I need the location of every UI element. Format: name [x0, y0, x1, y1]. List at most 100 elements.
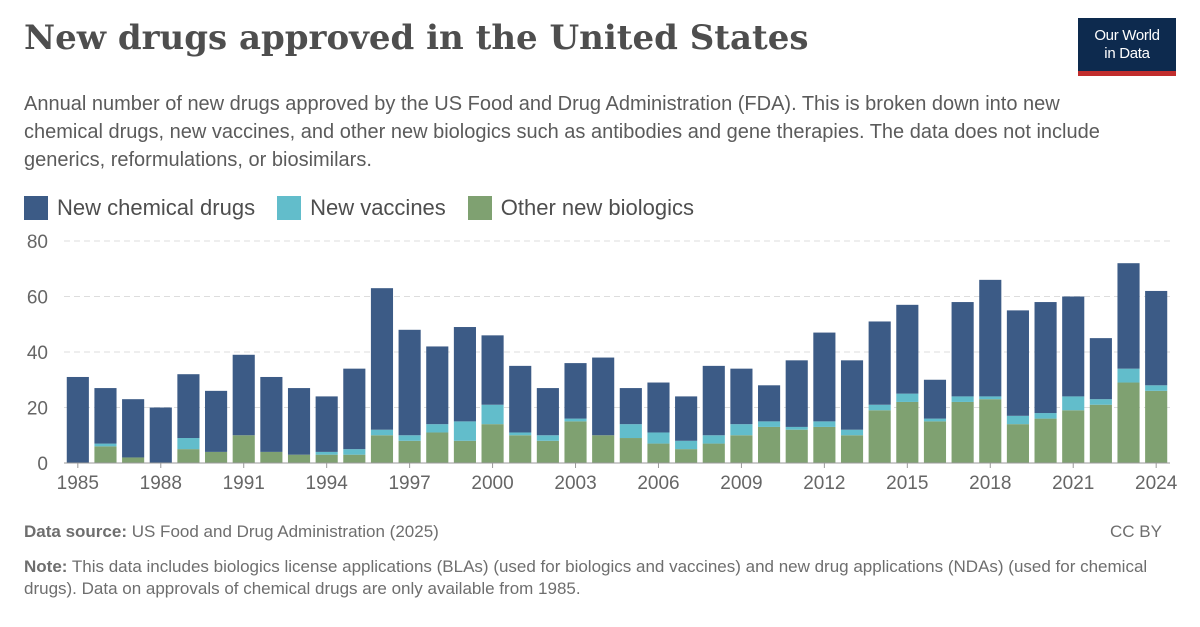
bar-vaccines-2008[interactable]	[702, 435, 725, 444]
bar-biologics-1993[interactable]	[287, 454, 311, 463]
bar-chemical-2015[interactable]	[896, 304, 919, 394]
bar-vaccines-2019[interactable]	[1006, 415, 1029, 425]
legend-item-chemical[interactable]: New chemical drugs	[24, 195, 255, 221]
bar-biologics-1995[interactable]	[343, 454, 366, 463]
bar-vaccines-2003[interactable]	[564, 418, 587, 422]
bar-vaccines-2017[interactable]	[951, 396, 974, 402]
bar-vaccines-1999[interactable]	[453, 421, 476, 441]
bar-vaccines-2021[interactable]	[1062, 396, 1085, 411]
bar-chemical-2016[interactable]	[923, 379, 947, 419]
bar-chemical-2013[interactable]	[840, 360, 864, 430]
bar-biologics-2014[interactable]	[868, 410, 891, 463]
bar-chemical-2023[interactable]	[1117, 263, 1140, 369]
bar-chemical-2017[interactable]	[951, 302, 974, 397]
bar-vaccines-2014[interactable]	[868, 404, 891, 411]
bar-biologics-2019[interactable]	[1006, 424, 1029, 463]
bar-chemical-2008[interactable]	[702, 365, 725, 436]
bar-chemical-2019[interactable]	[1006, 310, 1029, 416]
legend-item-vaccines[interactable]: New vaccines	[277, 195, 446, 221]
bar-biologics-2006[interactable]	[647, 443, 670, 463]
bar-chemical-1991[interactable]	[232, 354, 255, 436]
bar-vaccines-1986[interactable]	[94, 443, 117, 447]
bar-vaccines-2002[interactable]	[536, 435, 559, 441]
bar-biologics-2005[interactable]	[619, 438, 642, 463]
bar-vaccines-2022[interactable]	[1089, 399, 1112, 405]
bar-chemical-2020[interactable]	[1034, 302, 1057, 414]
bar-vaccines-2024[interactable]	[1145, 385, 1168, 391]
bar-chemical-1986[interactable]	[94, 388, 117, 444]
bar-biologics-2002[interactable]	[536, 440, 559, 463]
bar-chemical-1994[interactable]	[315, 396, 338, 452]
bar-vaccines-2000[interactable]	[481, 404, 504, 425]
bar-vaccines-2012[interactable]	[813, 421, 836, 427]
bar-chemical-1999[interactable]	[453, 327, 476, 422]
bar-biologics-1998[interactable]	[426, 432, 449, 463]
bar-biologics-2004[interactable]	[592, 435, 615, 463]
bar-biologics-1986[interactable]	[94, 446, 117, 463]
bar-chemical-1998[interactable]	[426, 346, 449, 425]
bar-biologics-1987[interactable]	[122, 457, 145, 463]
bar-vaccines-1996[interactable]	[370, 429, 394, 436]
bar-chemical-2011[interactable]	[785, 360, 808, 427]
bar-chemical-2004[interactable]	[592, 357, 615, 436]
bar-biologics-2023[interactable]	[1117, 382, 1140, 463]
bar-chemical-1987[interactable]	[122, 399, 145, 458]
source-text[interactable]: US Food and Drug Administration (2025)	[131, 522, 439, 541]
bar-biologics-2021[interactable]	[1062, 410, 1085, 463]
owid-logo[interactable]: Our World in Data	[1078, 18, 1176, 76]
bar-chemical-2003[interactable]	[564, 363, 587, 419]
bar-biologics-2020[interactable]	[1034, 418, 1057, 463]
bar-biologics-2000[interactable]	[481, 424, 504, 463]
bar-biologics-2018[interactable]	[979, 399, 1002, 463]
license-link[interactable]: CC BY	[1110, 522, 1162, 541]
bar-chemical-1993[interactable]	[287, 388, 311, 455]
bar-vaccines-2023[interactable]	[1117, 368, 1140, 383]
bar-chemical-2006[interactable]	[647, 382, 670, 433]
bar-biologics-2022[interactable]	[1089, 404, 1112, 463]
bar-chemical-2018[interactable]	[979, 279, 1002, 397]
bar-vaccines-2001[interactable]	[509, 432, 532, 436]
bar-biologics-2012[interactable]	[813, 426, 836, 463]
bar-biologics-2024[interactable]	[1145, 390, 1168, 463]
bar-vaccines-2020[interactable]	[1034, 413, 1057, 419]
bar-biologics-2008[interactable]	[702, 443, 725, 463]
bar-biologics-2016[interactable]	[923, 421, 947, 463]
bar-vaccines-2007[interactable]	[675, 440, 698, 450]
bar-vaccines-2009[interactable]	[730, 424, 753, 436]
bar-biologics-2003[interactable]	[564, 421, 587, 463]
legend-item-biologics[interactable]: Other new biologics	[467, 195, 694, 221]
bar-biologics-2011[interactable]	[785, 429, 808, 463]
bar-vaccines-1995[interactable]	[343, 449, 366, 455]
bar-chemical-2021[interactable]	[1062, 296, 1085, 397]
bar-chemical-1995[interactable]	[343, 368, 366, 450]
bar-chemical-2012[interactable]	[813, 332, 836, 422]
bar-biologics-1989[interactable]	[177, 449, 200, 463]
bar-biologics-1991[interactable]	[232, 435, 255, 463]
bar-chemical-1988[interactable]	[149, 407, 172, 464]
bar-chemical-1985[interactable]	[66, 376, 89, 463]
bar-vaccines-1998[interactable]	[426, 424, 449, 433]
bar-biologics-2007[interactable]	[675, 449, 698, 463]
bar-vaccines-2005[interactable]	[619, 424, 642, 439]
bar-vaccines-2015[interactable]	[896, 393, 919, 402]
bar-chemical-2024[interactable]	[1145, 290, 1168, 386]
bar-chemical-2009[interactable]	[730, 368, 753, 425]
bar-vaccines-2016[interactable]	[923, 418, 947, 422]
bar-vaccines-2011[interactable]	[785, 426, 808, 430]
bar-chemical-1989[interactable]	[177, 374, 200, 439]
bar-chemical-2002[interactable]	[536, 388, 559, 436]
bar-vaccines-2006[interactable]	[647, 432, 670, 444]
bar-chemical-2010[interactable]	[758, 385, 781, 422]
bar-biologics-1994[interactable]	[315, 454, 338, 463]
bar-biologics-1990[interactable]	[205, 451, 228, 463]
bar-vaccines-2010[interactable]	[758, 421, 781, 427]
bar-chemical-1990[interactable]	[205, 390, 228, 452]
bar-chemical-2000[interactable]	[481, 335, 504, 405]
bar-chemical-2014[interactable]	[868, 321, 891, 405]
bar-biologics-1992[interactable]	[260, 451, 283, 463]
bar-vaccines-2013[interactable]	[840, 429, 864, 436]
bar-biologics-2009[interactable]	[730, 435, 753, 463]
bar-chemical-2005[interactable]	[619, 388, 642, 425]
bar-chemical-2001[interactable]	[509, 365, 532, 433]
bar-chemical-1992[interactable]	[260, 376, 283, 452]
